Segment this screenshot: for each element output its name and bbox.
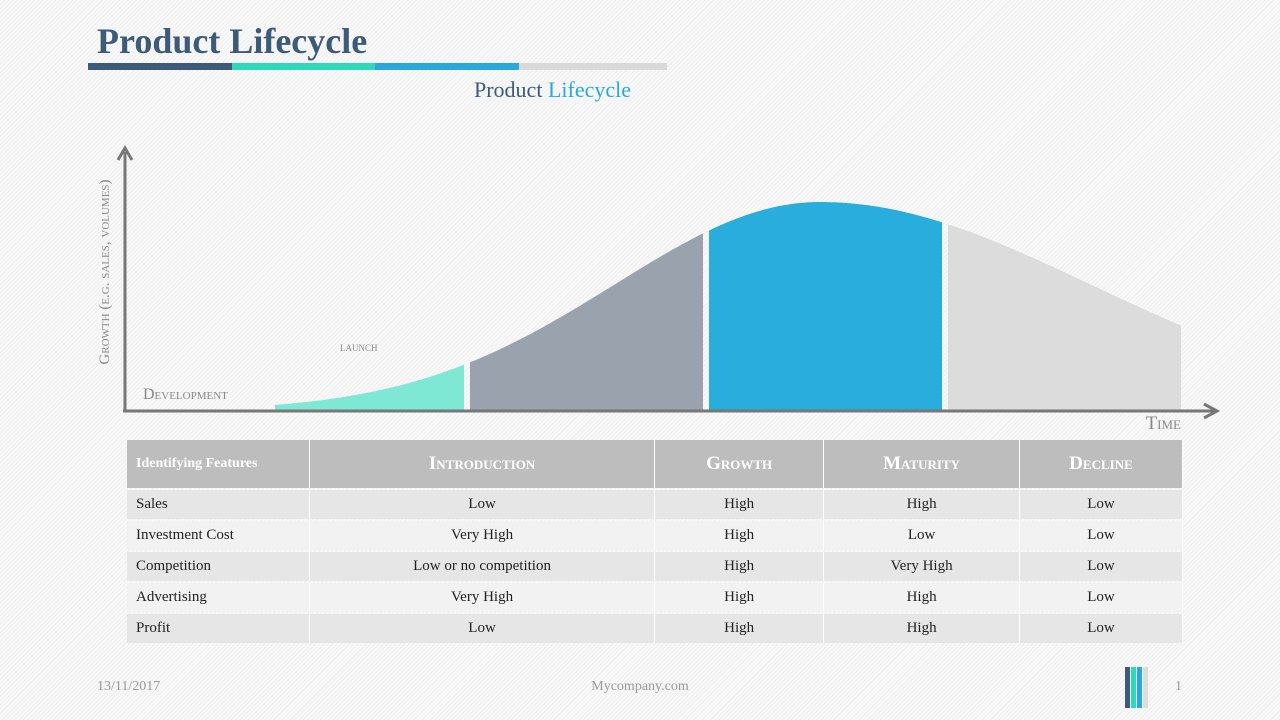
arrow (116, 145, 134, 161)
header-cell: Maturity (824, 440, 1020, 488)
table-cell: High (824, 583, 1020, 612)
arrow (1203, 402, 1221, 420)
header-cell: Growth (655, 440, 825, 488)
header-cell: Identifying Features (127, 440, 310, 488)
table-cell: Very High (310, 583, 656, 612)
table-cell: High (824, 490, 1020, 519)
table-cell: Profit (127, 614, 310, 643)
table-cell: Low (1019, 583, 1183, 612)
curve-segment (948, 224, 1181, 411)
page-number: 1 (1175, 679, 1182, 694)
title: Product Lifecycle (97, 21, 368, 61)
stage-label: Development (143, 386, 228, 403)
bar-segment (88, 63, 232, 70)
curve-segment (709, 202, 942, 411)
bar-segment (232, 63, 375, 70)
date: 13/11/2017 (97, 679, 161, 694)
table-cell: High (655, 521, 825, 550)
table-cell: High (655, 583, 825, 612)
table-cell: High (655, 552, 825, 581)
logo-bar (1125, 667, 1130, 708)
table-row: Profit Low High High Low (127, 614, 1183, 643)
header-cell: Decline (1019, 440, 1183, 488)
logo-bar (1143, 667, 1148, 708)
subtitle-part: Lifecycle (547, 77, 632, 102)
table-cell: Sales (127, 490, 310, 519)
website: Mycompany.com (591, 679, 689, 694)
x-axis-label: Time (1146, 413, 1181, 434)
table-cell: Low (1019, 614, 1183, 643)
bar-segment (519, 63, 667, 70)
table-cell: High (655, 614, 825, 643)
table-row: Advertising Very High High High Low (127, 583, 1183, 612)
table-row: Investment Cost Very High High Low Low (127, 521, 1183, 550)
subtitle-part: Product (474, 77, 543, 102)
curve-segment (470, 233, 703, 411)
table-cell: Low or no competition (310, 552, 656, 581)
header-row: Identifying Features Introduction Growth Ma… (127, 440, 1183, 488)
bar-segment (375, 63, 519, 70)
table-cell: High (655, 490, 825, 519)
header-cell: Introduction (310, 440, 656, 488)
features-table: Identifying Features Introduction Growth Ma… (127, 438, 1183, 645)
table-row: Competition Low or no competition High Very… (127, 552, 1183, 581)
table-row: Sales Low High High Low (127, 490, 1183, 519)
table-cell: High (824, 614, 1020, 643)
curve-segment (275, 364, 464, 411)
logo-bar (1131, 667, 1136, 708)
table-cell: Low (1019, 490, 1183, 519)
stage-label: launch (340, 339, 378, 354)
table-cell: Low (310, 490, 656, 519)
table-cell: Competition (127, 552, 310, 581)
table-cell: Low (310, 614, 656, 643)
table-cell: Low (1019, 521, 1183, 550)
table-cell: Advertising (127, 583, 310, 612)
table-cell: Low (1019, 552, 1183, 581)
table-cell: Very High (310, 521, 656, 550)
y-axis-label: Growth (e.g. sales, volumes) (97, 179, 113, 364)
table-cell: Very High (824, 552, 1020, 581)
table-cell: Low (824, 521, 1020, 550)
table-body: Sales Low High High Low Investment Cost Very H… (127, 490, 1183, 643)
subtitle: Product Lifecycle (474, 77, 631, 103)
table-cell: Investment Cost (127, 521, 310, 550)
logo-bar (1137, 667, 1142, 708)
